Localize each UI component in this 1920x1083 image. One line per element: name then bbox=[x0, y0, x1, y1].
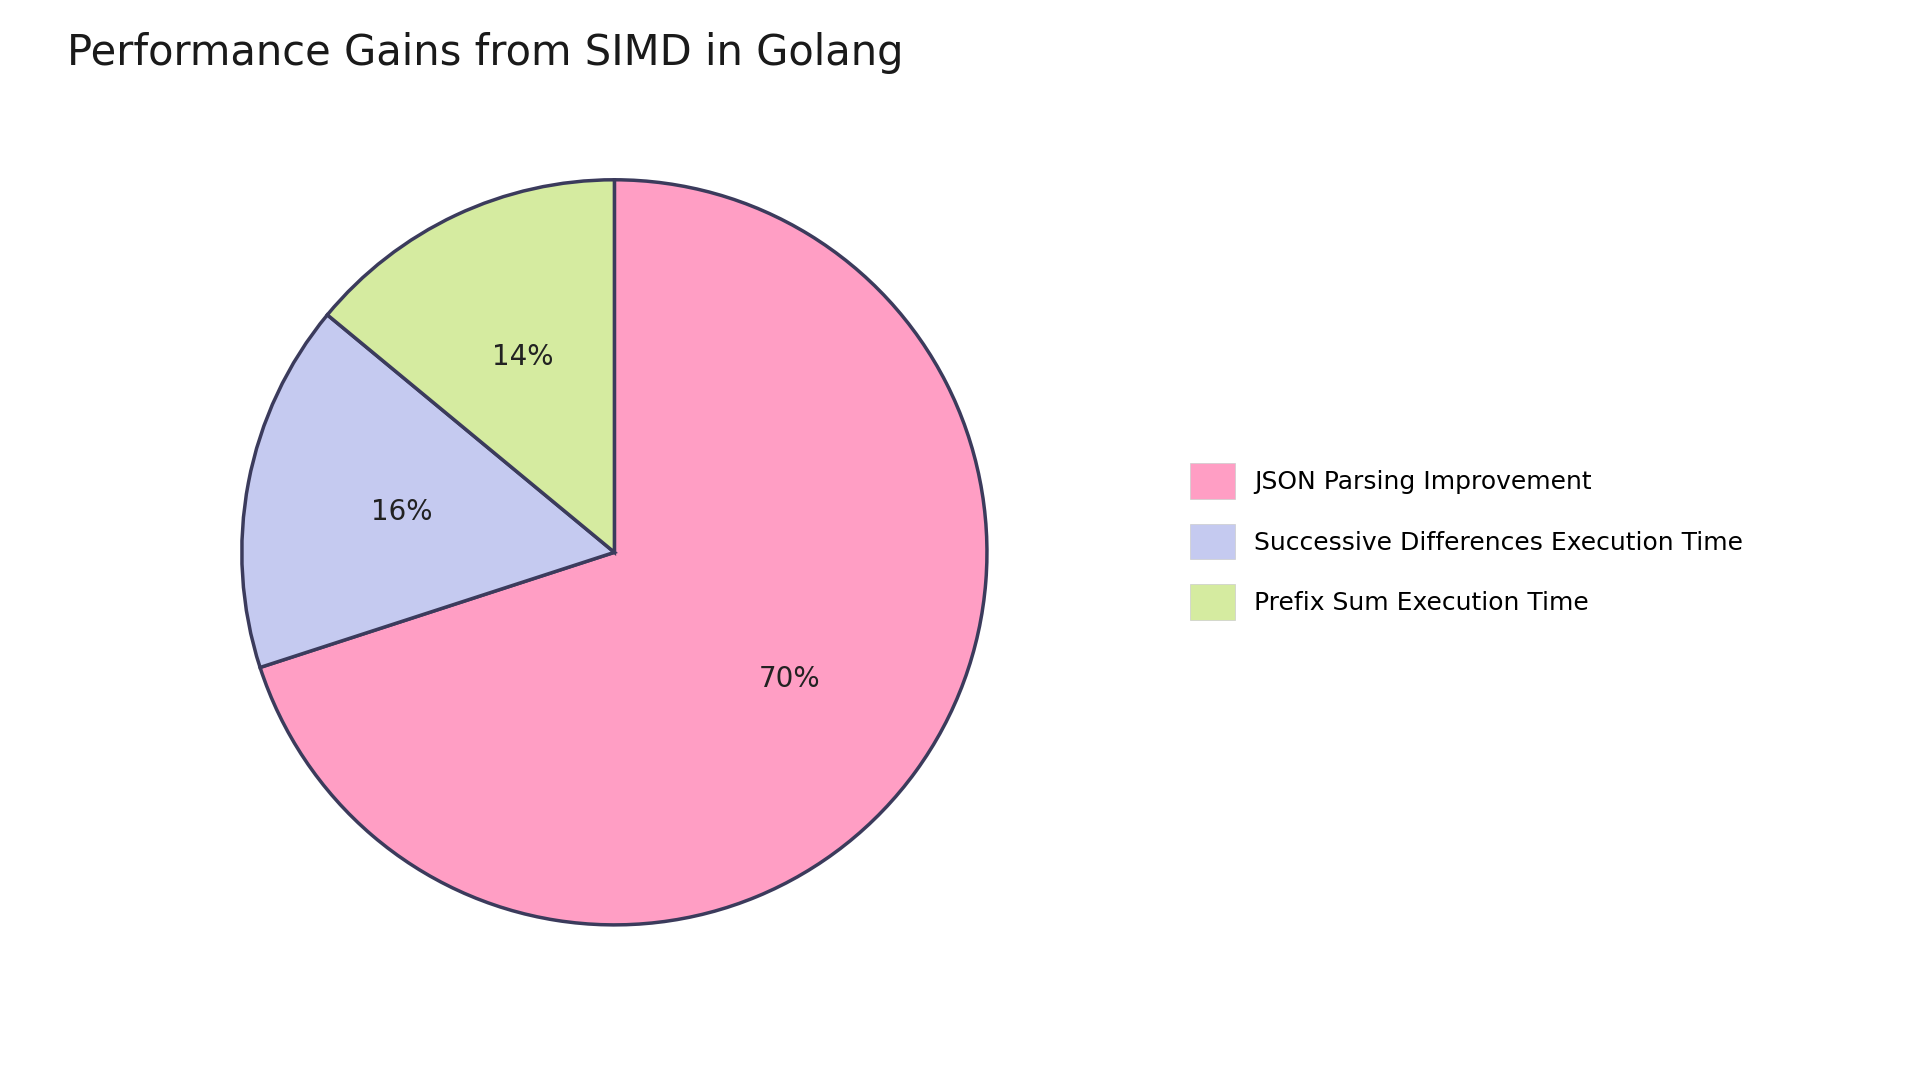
Wedge shape bbox=[259, 180, 987, 925]
Text: 16%: 16% bbox=[371, 498, 432, 526]
Text: 14%: 14% bbox=[492, 343, 553, 370]
Wedge shape bbox=[326, 180, 614, 552]
Text: Performance Gains from SIMD in Golang: Performance Gains from SIMD in Golang bbox=[67, 32, 904, 75]
Legend: JSON Parsing Improvement, Successive Differences Execution Time, Prefix Sum Exec: JSON Parsing Improvement, Successive Dif… bbox=[1165, 439, 1768, 644]
Text: 70%: 70% bbox=[758, 665, 820, 693]
Wedge shape bbox=[242, 315, 614, 667]
